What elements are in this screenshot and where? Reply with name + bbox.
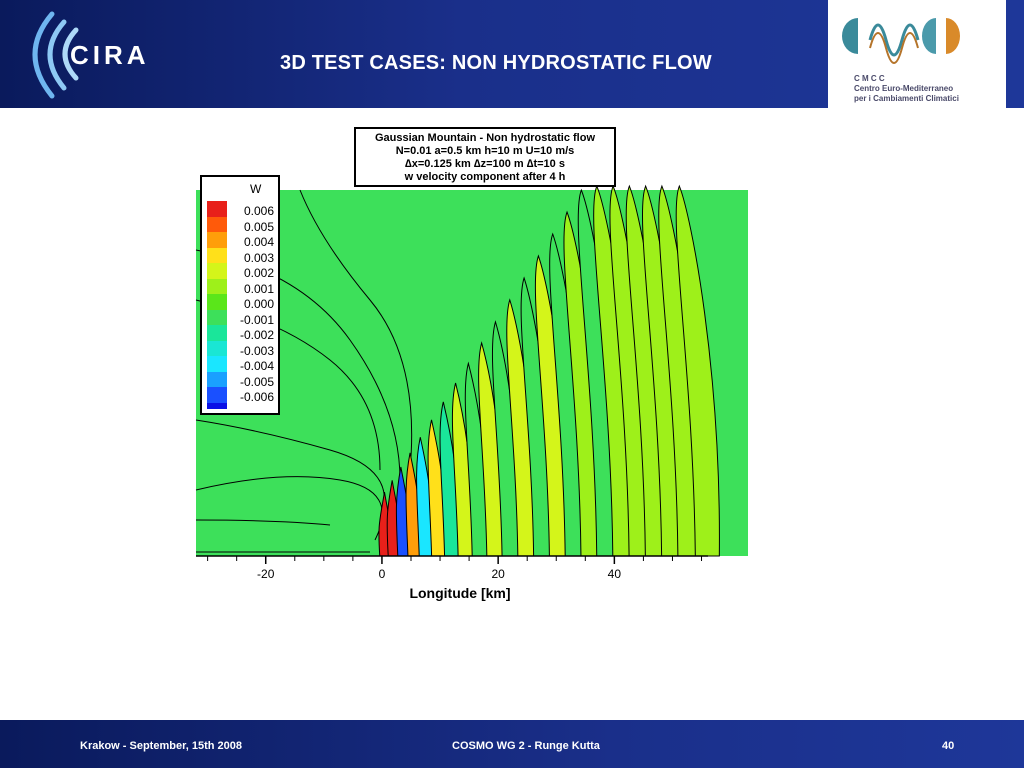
chart-title-box: Gaussian Mountain - Non hydrostatic flow…: [354, 127, 616, 187]
contour-line-upstream-3: [299, 189, 413, 471]
chart-title-line-4: w velocity component after 4 h: [404, 171, 566, 183]
slide-title: 3D TEST CASES: NON HYDROSTATIC FLOW: [280, 52, 712, 74]
cmcc-logo-mark: [842, 18, 960, 64]
cmcc-logo-text: C M C C Centro Euro-Mediterraneo per i C…: [854, 74, 959, 103]
legend: W 0.006 0.005 0.004 0.003 0.002 0.001 0.000 -0.…: [200, 175, 280, 415]
legend-label: 0.006: [243, 204, 274, 218]
cira-logo: CIRA: [32, 11, 150, 99]
footer-topic: COSMO WG 2 - Runge Kutta: [452, 740, 600, 752]
legend-swatch: [207, 263, 227, 279]
legend-label: -0.006: [239, 390, 274, 404]
x-tick-label: 20: [491, 567, 505, 581]
legend-label: -0.002: [239, 328, 274, 342]
legend-label: -0.001: [239, 312, 274, 327]
cmcc-logo: C M C C Centro Euro-Mediterraneo per i C…: [828, 0, 1006, 108]
contour-chart: -20 0 20 40 Longitude [km]: [195, 184, 748, 601]
x-tick-label: 40: [608, 567, 622, 581]
legend-label: 0.000: [243, 297, 274, 311]
footer-event: Krakow - September, 15th 2008: [80, 740, 243, 752]
x-tick-label: -20: [257, 567, 275, 581]
chart-title-line-3: ∆x=0.125 km ∆z=100 m ∆t=10 s: [405, 158, 565, 170]
legend-label: -0.004: [239, 359, 274, 373]
wave-band-23: [675, 184, 720, 557]
legend-swatch: [207, 216, 227, 232]
legend-swatch: [207, 387, 227, 403]
chart-area: -20 0 20 40 Longitude [km]: [0, 108, 1024, 720]
legend-label: 0.004: [243, 235, 274, 249]
legend-swatch: [207, 294, 227, 310]
legend-label: -0.003: [239, 343, 274, 358]
legend-label: 0.001: [243, 281, 274, 296]
contour-line-upstream-4: [195, 419, 385, 521]
legend-label: 0.005: [243, 219, 274, 234]
legend-label: 0.003: [243, 250, 274, 265]
legend-swatch: [207, 371, 227, 387]
contour-line-upstream-6: [195, 519, 331, 526]
legend-swatch: [207, 356, 227, 372]
legend-swatch: [207, 325, 227, 341]
legend-swatch: [207, 340, 227, 356]
slide-footer: Krakow - September, 15th 2008 COSMO WG 2…: [0, 720, 1024, 768]
legend-label: -0.005: [239, 374, 274, 389]
x-axis-label: Longitude [km]: [409, 585, 510, 601]
legend-title: W: [250, 182, 262, 196]
legend-swatch: [207, 201, 227, 217]
legend-swatch: [207, 278, 227, 294]
legend-label: 0.002: [243, 266, 274, 280]
cira-logo-text: CIRA: [70, 40, 150, 70]
legend-swatch: [207, 247, 227, 263]
legend-swatch-below-min: [207, 402, 227, 409]
legend-swatch: [207, 232, 227, 248]
chart-title-line-2: N=0.01 a=0.5 km h=10 m U=10 m/s: [395, 145, 575, 157]
slide-header: CIRA 3D TEST CASES: NON HYDROSTATIC FLOW…: [0, 0, 1024, 108]
chart-title-line-1: Gaussian Mountain - Non hydrostatic flow: [374, 132, 595, 144]
x-tick-label: 0: [379, 567, 386, 581]
legend-swatch: [207, 309, 227, 325]
footer-page-number: 40: [942, 740, 955, 752]
